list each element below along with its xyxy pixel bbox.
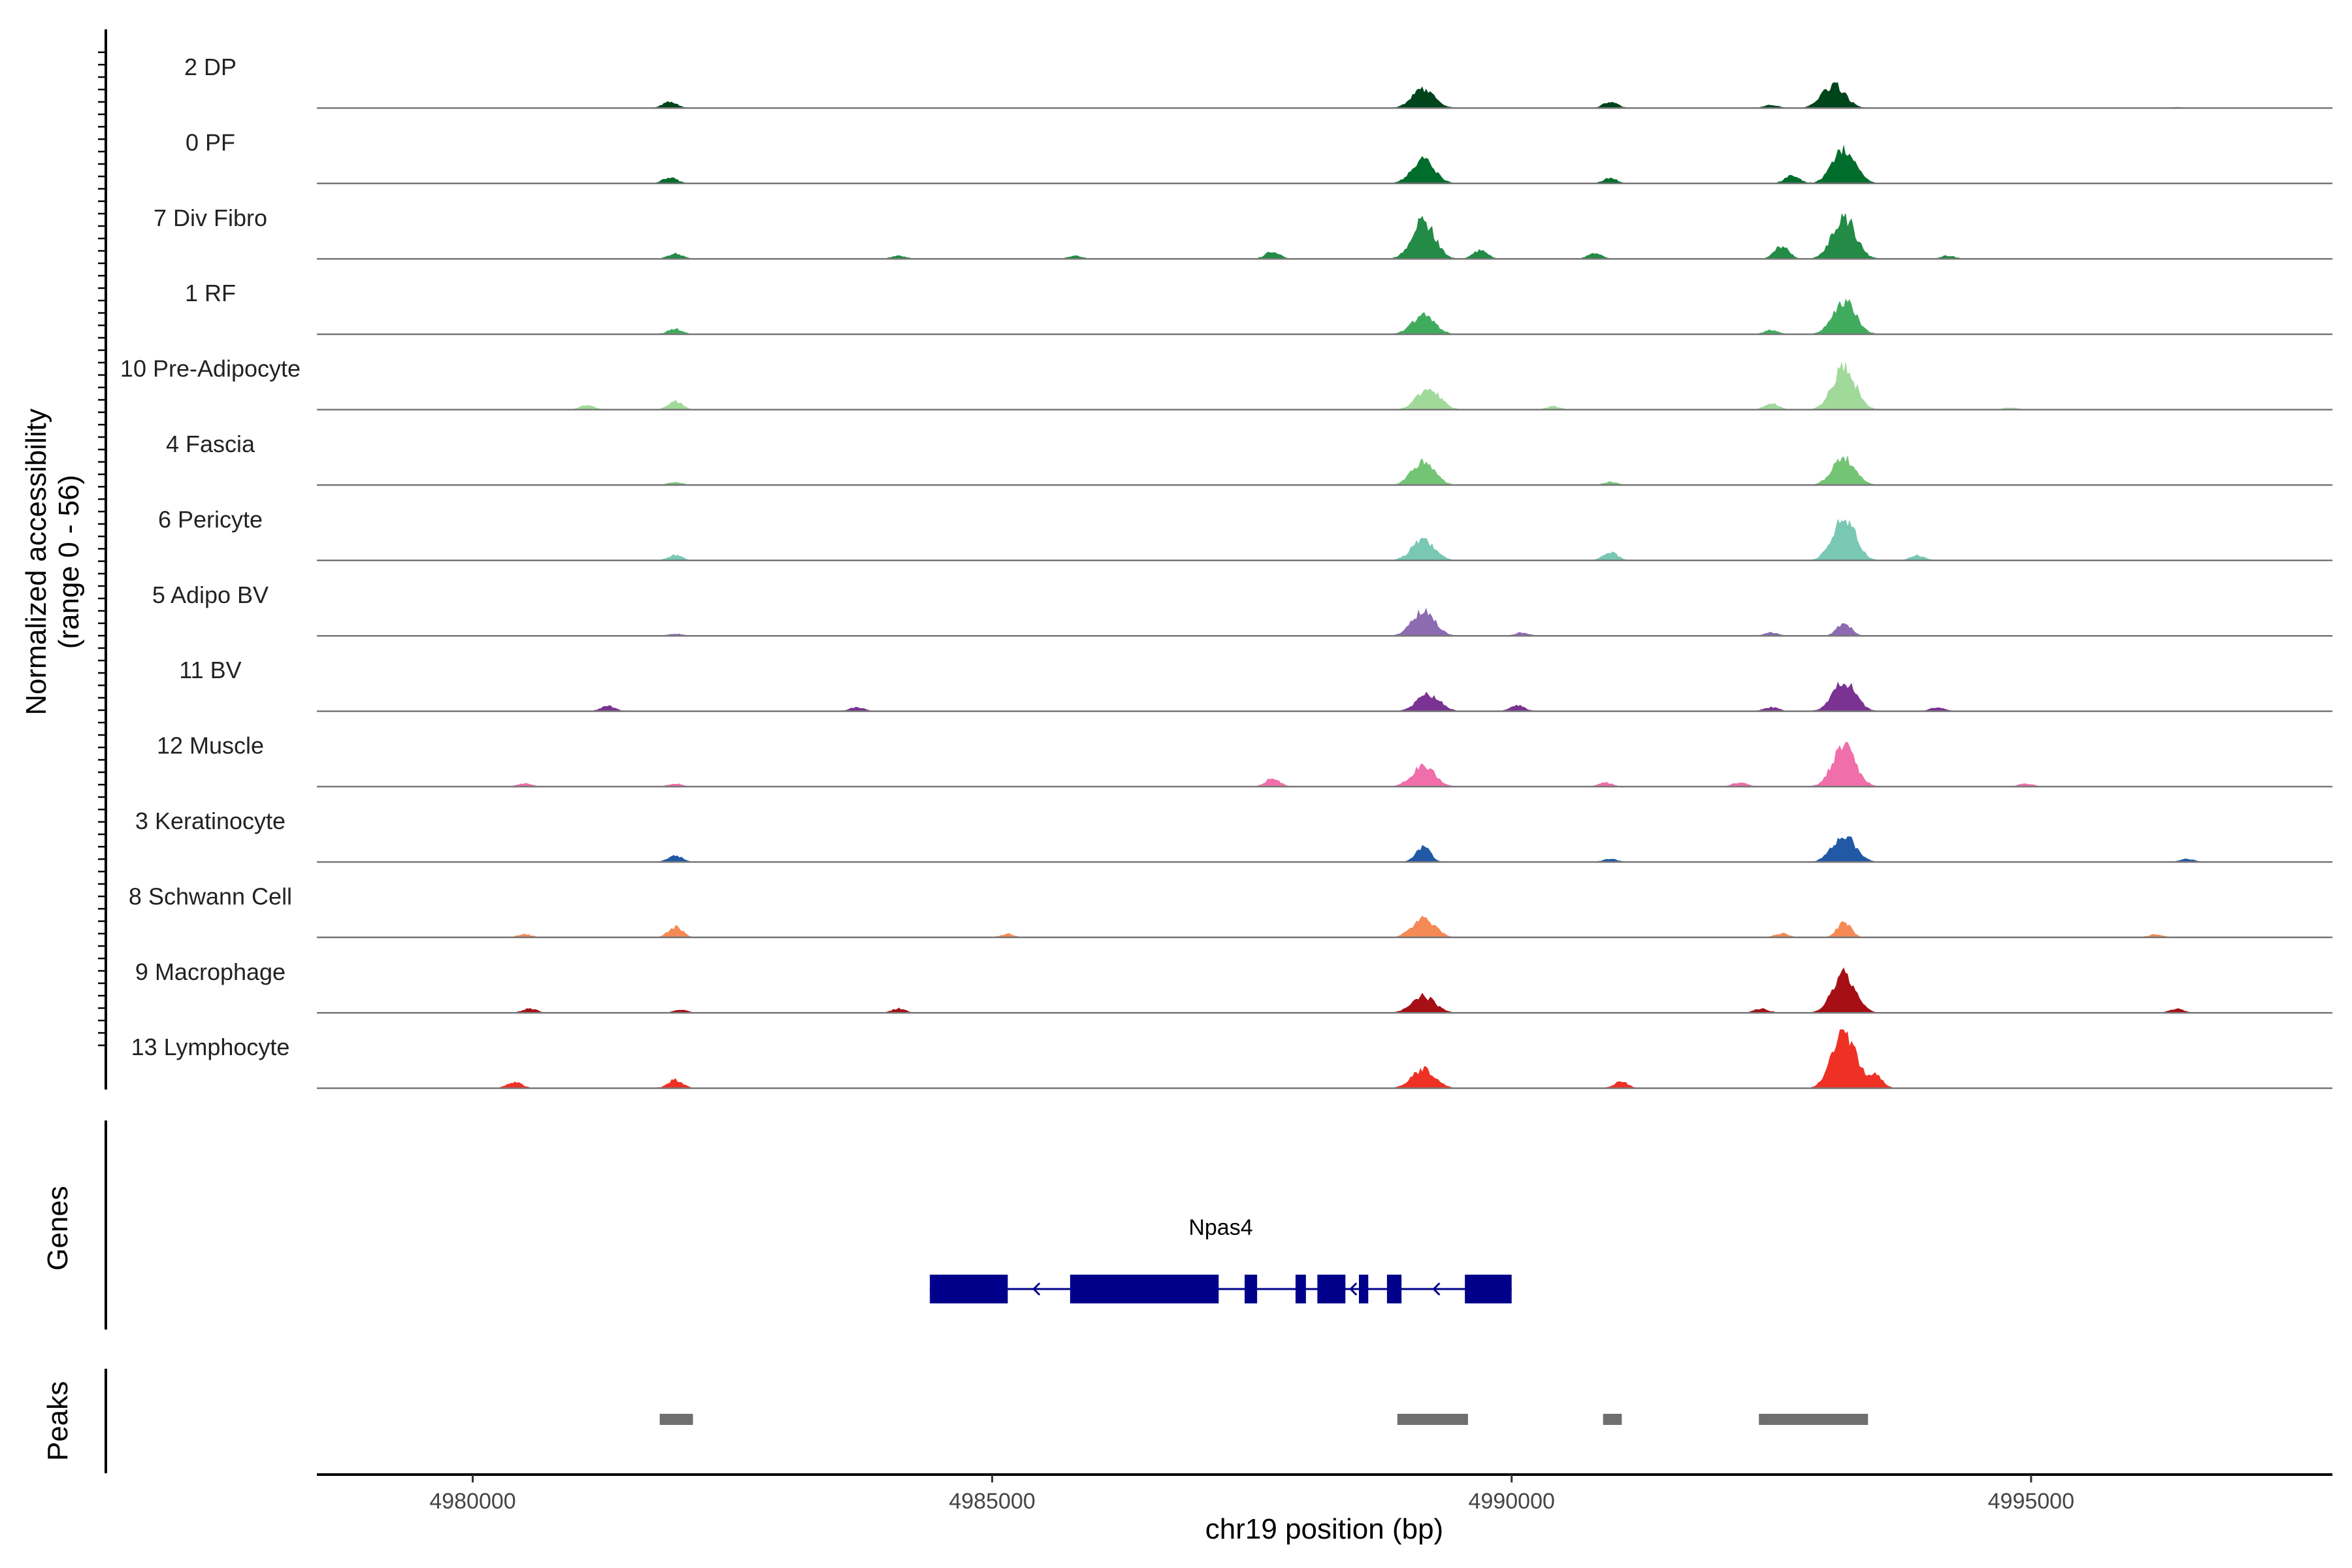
gene-track: Npas4	[105, 1120, 1512, 1330]
track-label: 5 Adipo BV	[152, 581, 269, 608]
gene-exon	[1245, 1275, 1258, 1303]
peaks-axis-title: Peaks	[42, 1381, 74, 1461]
coverage-area	[317, 212, 2332, 259]
coverage-track: 6 Pericyte	[158, 506, 2332, 562]
peak-region	[1603, 1414, 1622, 1425]
coverage-track: 7 Div Fibro	[154, 204, 2332, 260]
coverage-area	[317, 82, 2332, 108]
gene-exon	[1465, 1275, 1512, 1303]
coverage-track: 3 Keratinocyte	[135, 808, 2332, 863]
strand-arrow	[1032, 1282, 1041, 1296]
gene-exon	[1070, 1275, 1219, 1303]
coverage-area	[317, 144, 2332, 184]
coverage-track: 4 Fascia	[166, 431, 2332, 486]
genes-axis-title: Genes	[42, 1186, 74, 1271]
coverage-track: 12 Muscle	[157, 732, 2332, 788]
x-axis: 4980000 4985000 4990000 4995000	[317, 1473, 2332, 1514]
track-label: 2 DP	[184, 54, 237, 80]
coverage-track: 8 Schwann Cell	[129, 883, 2332, 939]
track-label: 13 Lymphocyte	[131, 1034, 290, 1060]
coverage-area	[317, 1029, 2332, 1088]
peak-region	[1759, 1414, 1869, 1425]
coverage-track: 10 Pre-Adipocyte	[120, 355, 2332, 411]
coverage-track: 9 Macrophage	[135, 958, 2332, 1014]
x-tick-label: 4980000	[429, 1489, 515, 1514]
track-label: 7 Div Fibro	[154, 204, 267, 231]
x-tick-label: 4985000	[949, 1489, 1035, 1514]
y-axis-title-line2: (range 0 - 56)	[53, 475, 85, 649]
track-label: 6 Pericyte	[158, 506, 263, 532]
coverage-track: 1 RF	[185, 280, 2332, 335]
coverage-area	[317, 608, 2332, 636]
coverage-area	[317, 967, 2332, 1013]
track-label: 11 BV	[179, 657, 241, 683]
gene-name-label: Npas4	[1188, 1215, 1252, 1240]
coverage-area	[317, 519, 2332, 561]
gene-exon	[1358, 1275, 1369, 1303]
track-label: 0 PF	[186, 129, 235, 155]
coverage-area	[317, 742, 2332, 787]
coverage-area	[317, 836, 2332, 862]
track-label: 9 Macrophage	[135, 958, 286, 985]
coverage-track: 5 Adipo BV	[152, 581, 2332, 637]
coverage-area	[317, 681, 2332, 711]
coverage-area	[317, 455, 2332, 485]
coverage-area	[317, 361, 2332, 410]
x-axis-title: chr19 position (bp)	[1205, 1513, 1443, 1545]
peak-region	[659, 1414, 693, 1425]
gene-exon	[1295, 1275, 1306, 1303]
track-label: 4 Fascia	[166, 431, 255, 457]
gene-exon	[1317, 1275, 1346, 1303]
coverage-track: 0 PF	[186, 129, 2332, 185]
coverage-track: 2 DP	[184, 54, 2332, 109]
track-label: 10 Pre-Adipocyte	[120, 355, 301, 382]
gene-exon	[1386, 1275, 1402, 1303]
x-tick-label: 4995000	[1988, 1489, 2074, 1514]
coverage-area	[317, 299, 2332, 335]
peak-track	[105, 1369, 1869, 1473]
coverage-track: 11 BV	[179, 657, 2332, 712]
coverage-area	[317, 915, 2332, 938]
track-label: 12 Muscle	[157, 732, 264, 759]
accessibility-tracks: 2 DP 0 PF 7 Div Fibro 1 RF 10 Pre-Adipocyte 4…	[98, 29, 2332, 1090]
track-label: 8 Schwann Cell	[129, 883, 292, 909]
peak-region	[1397, 1414, 1468, 1425]
track-label: 3 Keratinocyte	[135, 808, 286, 834]
strand-arrow	[1432, 1282, 1441, 1296]
y-axis-title-line1: Normalized accessibility	[20, 408, 52, 715]
coverage-track: 13 Lymphocyte	[131, 1029, 2332, 1089]
track-label: 1 RF	[185, 280, 236, 306]
gene-exon	[930, 1275, 1008, 1303]
x-tick-label: 4990000	[1469, 1489, 1555, 1514]
strand-arrow	[1349, 1282, 1358, 1296]
